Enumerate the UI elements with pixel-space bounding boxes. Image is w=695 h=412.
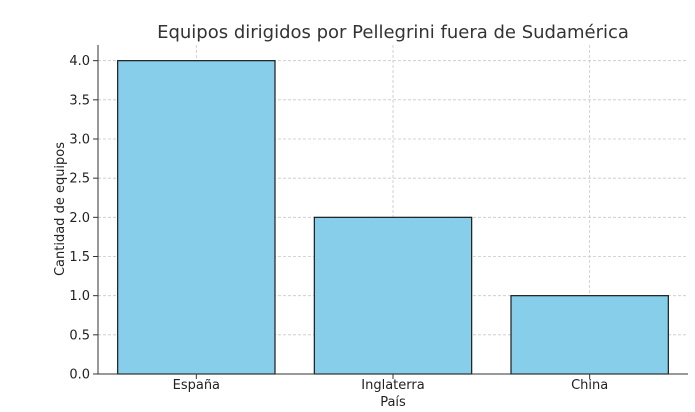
bar-inglaterra bbox=[313, 216, 473, 375]
y-tick-label: 2.5 bbox=[69, 172, 90, 187]
x-tick-label: España bbox=[173, 378, 220, 393]
y-tick-label: 2.0 bbox=[69, 211, 90, 226]
bar-españa bbox=[117, 60, 276, 375]
y-ticks: 0.0 0.5 1.0 1.5 2.0 2.5 3.0 3.5 4.0 bbox=[69, 54, 98, 383]
y-tick-label: 1.0 bbox=[69, 289, 90, 304]
bars bbox=[117, 60, 669, 375]
y-tick-label: 3.5 bbox=[69, 93, 90, 108]
y-tick-label: 1.5 bbox=[69, 250, 90, 265]
y-tick-label: 4.0 bbox=[69, 54, 90, 69]
chart-title: Equipos dirigidos por Pellegrini fuera d… bbox=[157, 22, 629, 43]
y-tick-label: 3.0 bbox=[69, 133, 90, 148]
y-tick-label: 0.5 bbox=[69, 328, 90, 343]
x-tick-label: Inglaterra bbox=[361, 378, 424, 393]
x-ticks: España Inglaterra China bbox=[173, 374, 608, 393]
bar-china bbox=[510, 295, 669, 375]
y-axis-label: Cantidad de equipos bbox=[53, 142, 68, 276]
y-tick-label: 0.0 bbox=[69, 368, 90, 383]
x-axis-label: País bbox=[380, 395, 406, 410]
x-tick-label: China bbox=[571, 378, 608, 393]
